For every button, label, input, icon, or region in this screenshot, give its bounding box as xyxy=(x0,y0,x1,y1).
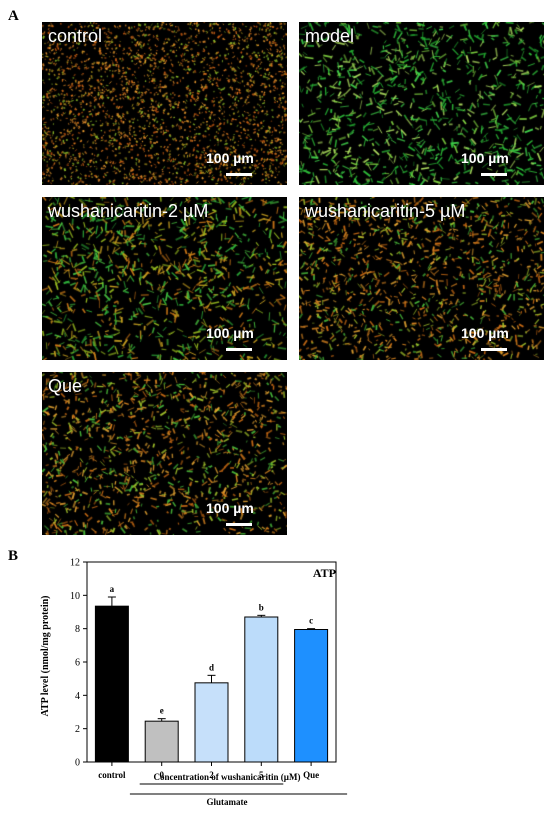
y-tick-label: 12 xyxy=(70,558,80,569)
y-tick-label: 6 xyxy=(75,658,80,669)
y-tick-label: 2 xyxy=(75,724,80,735)
scale-bar xyxy=(481,173,507,176)
x-tick-label: 0 xyxy=(159,770,164,780)
panel-b-label: B xyxy=(8,548,19,564)
bar-control xyxy=(94,605,129,763)
group-label-glutamate: Glutamate xyxy=(207,797,248,807)
y-tick-label: 4 xyxy=(75,691,80,702)
x-tick-label: control xyxy=(98,770,126,780)
micrograph-model-image xyxy=(299,22,544,185)
group-label-concentration: Concentration of wushanicaritin (µM) xyxy=(154,772,301,782)
significance-letter: e xyxy=(160,706,164,716)
micrograph-wushanicaritin-5: wushanicaritin-5 µM 100 µm xyxy=(299,197,544,360)
y-tick-label: 0 xyxy=(75,758,80,769)
scale-bar-label: 100 µm xyxy=(206,500,254,516)
scale-bar xyxy=(226,348,252,351)
scale-bar xyxy=(226,173,252,176)
bar-5 xyxy=(244,616,279,763)
scale-bar xyxy=(226,523,252,526)
scale-bar-label: 100 µm xyxy=(206,325,254,341)
significance-letter: a xyxy=(110,584,115,594)
x-tick-label: 5 xyxy=(259,770,264,780)
x-tick-label: Que xyxy=(303,770,319,780)
micrograph-que: Que 100 µm xyxy=(42,372,287,535)
scale-bar xyxy=(481,348,507,351)
significance-letter: c xyxy=(309,616,313,626)
micrograph-wushanicaritin-2: wushanicaritin-2 µM 100 µm xyxy=(42,197,287,360)
scale-bar-label: 100 µm xyxy=(461,150,509,166)
atp-bar-chart: 0 2 4 6 8 10 12 control 0 2 5 Que a e d b c ATP ATP lev… xyxy=(40,558,348,807)
x-tick-label: 2 xyxy=(209,770,214,780)
y-axis-label: ATP level (nmol/mg protein) xyxy=(40,595,51,716)
micrograph-label: wushanicaritin-2 µM xyxy=(48,201,209,221)
micrograph-wushanicaritin-2-image xyxy=(42,197,287,360)
bar-Que xyxy=(294,629,329,763)
micrograph-label: Que xyxy=(48,376,83,396)
significance-letter: d xyxy=(209,662,214,672)
micrograph-control-image xyxy=(42,22,287,185)
chart-title: ATP xyxy=(313,566,336,580)
y-tick-label: 10 xyxy=(70,591,80,602)
scale-bar-label: 100 µm xyxy=(206,150,254,166)
micrograph-control: control 100 µm xyxy=(42,22,287,185)
panel-a-label: A xyxy=(8,8,19,24)
micrograph-label: model xyxy=(305,26,355,46)
micrograph-que-image xyxy=(42,372,287,535)
micrograph-label: control xyxy=(48,26,103,46)
micrograph-wushanicaritin-5-image xyxy=(299,197,544,360)
bar-0 xyxy=(144,720,179,763)
micrograph-model: model 100 µm xyxy=(299,22,544,185)
scale-bar-label: 100 µm xyxy=(461,325,509,341)
y-tick-label: 8 xyxy=(75,624,80,635)
bar-2 xyxy=(194,682,229,763)
significance-letter: b xyxy=(259,602,264,612)
micrograph-label: wushanicaritin-5 µM xyxy=(305,201,466,221)
